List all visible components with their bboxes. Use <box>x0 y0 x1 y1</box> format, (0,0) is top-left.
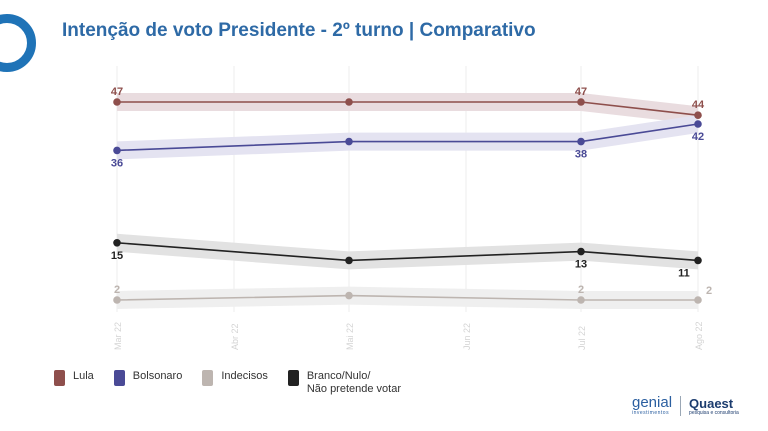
point-series-0-2 <box>577 98 585 106</box>
brand-divider <box>680 396 682 416</box>
legend-item-1: Bolsonaro <box>113 370 183 386</box>
legend-swatch-1 <box>113 370 125 386</box>
line-series-1 <box>116 123 699 152</box>
point-series-0-0 <box>113 98 121 106</box>
point-series-3-1 <box>345 291 353 300</box>
line-series-3 <box>116 294 698 301</box>
point-series-1-2 <box>577 137 585 146</box>
data-label-series-0-3: 44 <box>692 99 705 111</box>
band-series-0 <box>117 93 698 125</box>
line-series-0 <box>117 101 699 116</box>
x-tick-label-4: Jul 22 <box>577 326 587 350</box>
chart-legend: Lula Bolsonaro Indecisos Branco/Nulo/ Não p… <box>54 370 421 396</box>
point-series-2-3 <box>694 256 702 265</box>
genial-logo: genial investimentos <box>632 394 673 416</box>
legend-swatch-2 <box>202 370 214 386</box>
point-series-2-0 <box>113 239 121 247</box>
legend-item-3: Branco/Nulo/ Não pretende votar <box>287 370 401 396</box>
x-tick-label-5: Ago 22 <box>694 321 704 350</box>
x-tick-label-3: Jun 22 <box>462 323 472 350</box>
legend-label-0: Lula <box>73 370 94 382</box>
legend-label-2: Indecisos <box>221 370 268 382</box>
data-label-series-1-3: 42 <box>692 131 704 143</box>
x-tick-label-2: Mai 22 <box>345 323 355 350</box>
point-series-0-1 <box>345 98 353 106</box>
brand-logo-ring <box>0 14 36 72</box>
data-label-series-3-0: 2 <box>114 284 120 296</box>
data-label-series-0-2: 47 <box>575 86 587 98</box>
data-label-series-2-0: 15 <box>111 250 123 262</box>
data-label-series-1-0: 36 <box>111 157 123 169</box>
brand-footer: genial investimentos Quaest pesquisa e c… <box>632 394 739 416</box>
band-series-1 <box>117 115 698 160</box>
point-series-3-3 <box>694 296 702 304</box>
legend-item-2: Indecisos <box>202 370 268 386</box>
point-series-1-1 <box>345 137 353 146</box>
data-label-series-0-0: 47 <box>111 86 123 98</box>
legend-label-3: Branco/Nulo/ Não pretende votar <box>306 370 401 395</box>
point-series-0-3 <box>694 111 702 119</box>
x-tick-label-1: Abr 22 <box>230 323 240 350</box>
legend-swatch-0 <box>54 370 65 386</box>
data-label-series-3-3: 2 <box>706 285 712 297</box>
point-series-1-3 <box>694 120 702 128</box>
point-series-3-2 <box>577 296 585 304</box>
point-series-2-1 <box>345 256 353 265</box>
band-series-2 <box>117 233 698 270</box>
data-label-series-3-2: 2 <box>578 284 584 296</box>
line-series-2 <box>116 242 699 262</box>
band-series-3 <box>117 286 698 309</box>
legend-label-1: Bolsonaro <box>132 370 183 382</box>
quaest-logo: Quaest pesquisa e consultoria <box>689 395 739 416</box>
legend-item-0: Lula <box>54 370 94 386</box>
data-label-series-1-2: 38 <box>575 149 587 161</box>
x-tick-label-0: Mar 22 <box>113 322 123 350</box>
data-label-series-2-3: 11 <box>678 267 690 279</box>
point-series-1-0 <box>113 146 121 155</box>
data-label-series-2-2: 13 <box>575 259 587 271</box>
point-series-2-2 <box>577 247 585 256</box>
legend-swatch-3 <box>287 370 299 386</box>
chart-title: Intenção de voto Presidente - 2º turno |… <box>62 20 536 41</box>
point-series-3-0 <box>113 296 121 304</box>
